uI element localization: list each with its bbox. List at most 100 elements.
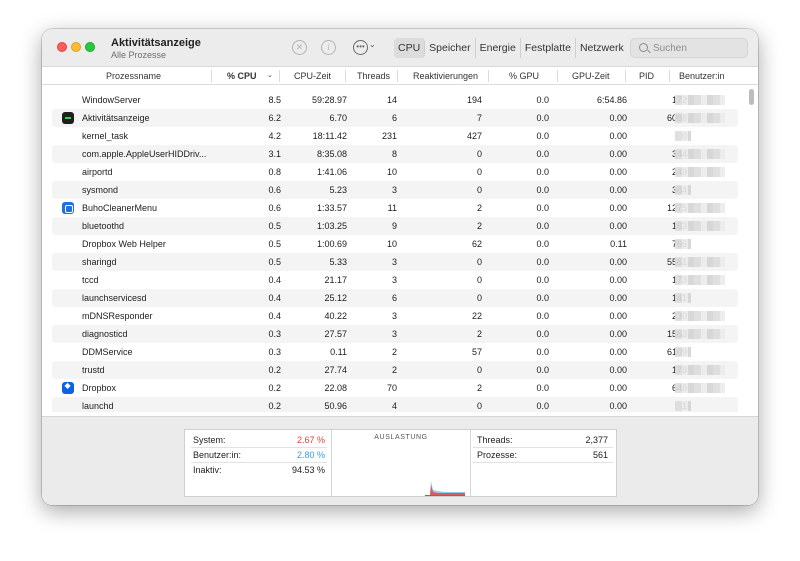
thread-count: 3 (391, 311, 397, 321)
chevron-down-icon[interactable]: ⌄ (369, 40, 376, 49)
gpu-percent: 0.0 (536, 167, 549, 177)
user-label: Benutzer:in: (193, 450, 242, 460)
wakeup-count: 2 (476, 221, 482, 231)
column-divider[interactable] (345, 70, 346, 82)
cpu-percent: 0.2 (268, 401, 281, 411)
gpu-time: 0.00 (609, 113, 627, 123)
tab-energy[interactable]: Energie (476, 38, 521, 58)
column-header-user[interactable]: Benutzer:in (679, 71, 725, 81)
wakeup-count: 0 (476, 365, 482, 375)
column-divider[interactable] (625, 70, 626, 82)
cpu-time: 5.23 (329, 185, 347, 195)
tab-cpu[interactable]: CPU (394, 38, 426, 58)
sort-descending-icon[interactable]: ⌄ (267, 72, 273, 79)
gpu-percent: 0.0 (536, 401, 549, 411)
column-divider[interactable] (557, 70, 558, 82)
redacted-user-name (675, 293, 691, 303)
gpu-time: 0.00 (609, 149, 627, 159)
column-divider[interactable] (488, 70, 489, 82)
redacted-user-name (675, 203, 725, 213)
gpu-time: 0.00 (609, 203, 627, 213)
column-header-gpu[interactable]: % GPU (509, 71, 540, 81)
tab-memory[interactable]: Speicher (425, 38, 476, 58)
thread-count: 231 (381, 131, 397, 141)
scrollbar-thumb[interactable] (749, 89, 754, 105)
column-header-threads[interactable]: Threads (357, 71, 391, 81)
gpu-time: 0.00 (609, 383, 627, 393)
cpu-summary-panel: System: 2.67 % Benutzer:in: 2.80 % Inakt… (184, 429, 617, 497)
ellipsis-icon[interactable]: ••• (353, 40, 368, 55)
cpu-time: 25.12 (324, 293, 347, 303)
gpu-percent: 0.0 (536, 113, 549, 123)
system-label: System: (193, 435, 226, 445)
close-window-button[interactable] (57, 42, 67, 52)
idle-value: 94.53 % (291, 465, 325, 475)
redacted-user-name (675, 347, 691, 357)
column-header-gpu-time[interactable]: GPU-Zeit (572, 71, 610, 81)
cpu-time: 1:41.06 (316, 167, 347, 177)
column-header-wakeups[interactable]: Reaktivierungen (413, 71, 479, 81)
table-header: Prozessname % CPU ⌄ CPU-Zeit Threads Rea… (42, 67, 758, 85)
search-input[interactable] (653, 41, 743, 56)
info-icon[interactable]: i (321, 40, 336, 55)
search-field[interactable] (630, 38, 748, 58)
cpu-percent: 6.2 (268, 113, 281, 123)
thread-count: 8 (391, 149, 397, 159)
window-title: Aktivitätsanzeige (111, 37, 201, 49)
cpu-percent: 4.2 (268, 131, 281, 141)
cpu-time: 21.17 (324, 275, 347, 285)
table-row[interactable]: com.apple.AppleUserHIDDriv... 3.1 8:35.08 8… (52, 145, 738, 163)
minimize-window-button[interactable] (71, 42, 81, 52)
thread-count: 6 (391, 293, 397, 303)
tab-disk[interactable]: Festplatte (521, 38, 576, 58)
category-tabs: CPU Speicher Energie Festplatte Netzwerk (394, 38, 628, 58)
cpu-percent: 0.2 (268, 365, 281, 375)
threads-value: 2,377 (585, 435, 608, 445)
column-header-cpu-time[interactable]: CPU-Zeit (294, 71, 332, 81)
column-divider[interactable] (279, 70, 280, 82)
vertical-scrollbar[interactable] (748, 89, 755, 414)
redacted-user-name (675, 149, 725, 159)
dropbox-app-icon (62, 381, 74, 394)
column-header-cpu[interactable]: % CPU (227, 71, 257, 81)
gpu-percent: 0.0 (536, 239, 549, 249)
process-name: com.apple.AppleUserHIDDriv... (82, 149, 207, 159)
wakeup-count: 7 (476, 113, 482, 123)
thread-count: 4 (391, 401, 397, 411)
redacted-user-name (675, 167, 725, 177)
user-load-area (425, 481, 465, 496)
stop-process-icon[interactable]: ✕ (292, 40, 307, 55)
gpu-time: 6:54.86 (596, 95, 627, 105)
process-name: Dropbox (82, 383, 117, 393)
column-divider[interactable] (211, 70, 212, 82)
gpu-time: 0.00 (609, 257, 627, 267)
process-name: launchd (82, 401, 114, 411)
gpu-percent: 0.0 (536, 365, 549, 375)
process-name: airportd (82, 167, 113, 177)
thread-count: 3 (391, 275, 397, 285)
zoom-window-button[interactable] (85, 42, 95, 52)
column-header-name[interactable]: Prozessname (106, 71, 162, 81)
column-header-pid[interactable]: PID (639, 71, 655, 81)
column-divider[interactable] (669, 70, 670, 82)
divider (191, 462, 327, 463)
tab-network[interactable]: Netzwerk (579, 42, 624, 54)
table-row[interactable]: WindowServer8.559:28.97141940.06:54.8617… (52, 91, 738, 109)
column-divider[interactable] (397, 70, 398, 82)
table-row[interactable]: Dropbox Web Helper0.51:00.6910620.00.117… (52, 235, 738, 253)
